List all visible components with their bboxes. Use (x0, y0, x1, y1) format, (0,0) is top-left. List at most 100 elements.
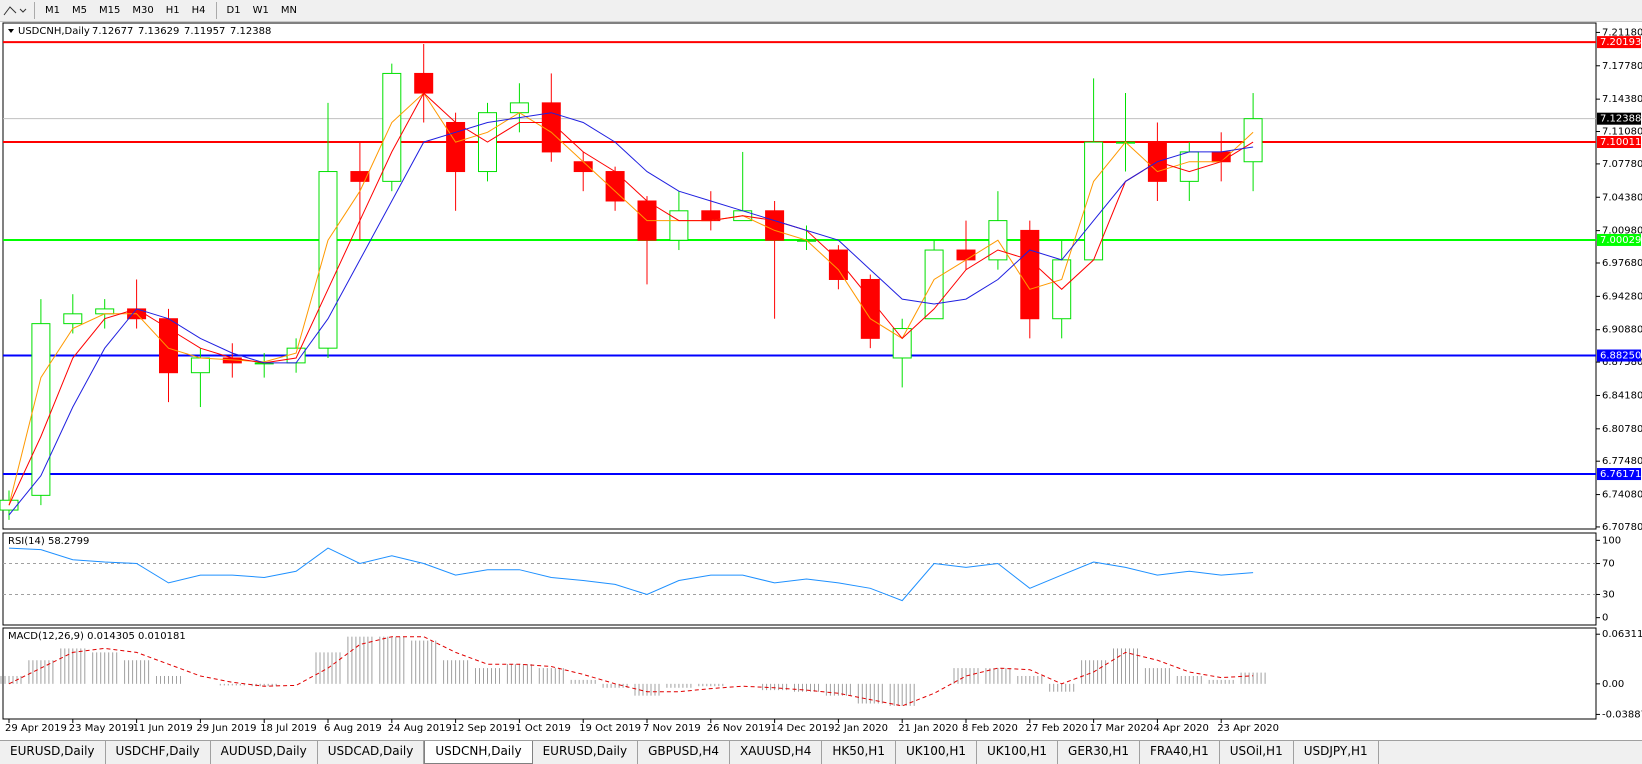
ohlc-value: 7.12388 (230, 26, 271, 37)
macd-bar (451, 660, 453, 684)
macd-bar (479, 668, 480, 684)
macd-bar (0, 675, 2, 684)
macd-bar (495, 668, 496, 684)
timeframe-button[interactable]: H4 (191, 5, 206, 16)
candle-body (95, 308, 115, 315)
macd-bar (1244, 672, 1246, 684)
last-price-label: 7.12388 (1600, 114, 1641, 125)
macd-bar (32, 660, 34, 684)
chart-title: USDCNH,Daily (18, 26, 90, 37)
macd-bar (953, 668, 955, 684)
macd-bar (455, 660, 457, 684)
chart-tab[interactable]: USDCHF,Daily (106, 741, 211, 764)
chart-tab[interactable]: UK100,H1 (977, 741, 1059, 764)
timeframe-button[interactable]: H1 (165, 5, 180, 16)
macd-bar (243, 683, 245, 686)
macd-bar (124, 660, 126, 684)
macd-bar (1001, 668, 1003, 684)
macd-bar (40, 660, 42, 684)
macd-bar (1160, 668, 1162, 684)
macd-bar (363, 636, 365, 684)
macd-bar (1065, 683, 1067, 692)
x-tick-label: 2 Jan 2020 (834, 723, 888, 734)
timeframe-button[interactable]: M30 (132, 5, 154, 16)
chart-tab[interactable]: EURUSD,Daily (533, 741, 639, 764)
level-label: 6.88250 (1600, 351, 1641, 362)
macd-bar (359, 636, 361, 684)
macd-bar (869, 683, 871, 704)
macd-bar (570, 679, 572, 684)
y-tick-label: 0.063113 (1602, 629, 1642, 640)
macd-bar (1069, 683, 1071, 692)
symbol-arrow (8, 29, 14, 33)
macd-bar (714, 683, 716, 687)
macd-bar (68, 648, 70, 684)
chart-tab[interactable]: FRA40,H1 (1140, 741, 1220, 764)
macd-bar (1148, 668, 1150, 684)
x-tick-label: 21 Jan 2020 (898, 723, 958, 734)
macd-bar (690, 683, 692, 688)
chart-tab[interactable]: HK50,H1 (822, 741, 896, 764)
x-tick-label: 7 Nov 2019 (643, 723, 701, 734)
macd-bar (219, 683, 221, 686)
chart-tab[interactable]: AUDUSD,Daily (211, 741, 318, 764)
macd-bar (1224, 679, 1226, 684)
y-tick-label: 7.21180 (1602, 27, 1642, 38)
macd-bar (1117, 648, 1118, 684)
chart-tab[interactable]: EURUSD,Daily (0, 741, 106, 764)
chart-tabs: EURUSD,Daily USDCHF,Daily AUDUSD,Daily USDC… (0, 740, 1642, 764)
macd-bar (538, 668, 540, 684)
timeframe-button[interactable]: D1 (226, 5, 241, 16)
y-tick-label: 7.17780 (1602, 61, 1642, 72)
x-tick-label: 6 Aug 2019 (324, 723, 382, 734)
macd-bar (670, 683, 672, 688)
x-tick-label: 29 Apr 2019 (5, 723, 67, 734)
chart-tab[interactable]: USOil,H1 (1220, 741, 1294, 764)
macd-bar (132, 660, 134, 684)
macd-bar (770, 683, 772, 691)
macd-bar (905, 683, 907, 706)
timeframe-button[interactable]: M1 (45, 5, 60, 16)
candle-body (159, 318, 178, 374)
macd-bar (411, 640, 413, 684)
timeframe-button[interactable]: M15 (99, 5, 121, 16)
macd-bar (794, 683, 795, 692)
chart-tab[interactable]: UK100,H1 (896, 741, 977, 764)
chart-tab[interactable]: GBPUSD,H4 (638, 741, 730, 764)
chart-tab[interactable]: USDCNH,Daily (424, 741, 533, 764)
y-tick-label: 6.97680 (1602, 258, 1642, 269)
macd-bar (259, 683, 261, 687)
macd-bar (762, 683, 764, 691)
timeframe-button[interactable]: MN (280, 5, 297, 16)
x-tick-label: 4 Apr 2020 (1153, 723, 1208, 734)
macd-bar (1176, 675, 1178, 684)
macd-bar (1192, 675, 1194, 684)
macd-bar (104, 652, 106, 684)
candle-body (573, 161, 593, 173)
timeframe-button[interactable]: W1 (252, 5, 269, 16)
x-tick-label: 18 Jul 2019 (260, 723, 317, 734)
macd-bar (674, 683, 676, 688)
rsi-line (8, 547, 1254, 602)
moving-average (8, 92, 1254, 506)
chart-tab[interactable]: GER30,H1 (1058, 741, 1140, 764)
macd-bar (578, 679, 580, 684)
macd-bar (606, 683, 608, 688)
macd-bar (491, 668, 492, 684)
macd-bar (650, 683, 652, 696)
chart-tab[interactable]: USDCAD,Daily (318, 741, 425, 764)
timeframe-button[interactable]: M5 (72, 5, 87, 16)
macd-bar (618, 683, 620, 688)
chart-tab[interactable]: XAUUSD,H4 (730, 741, 823, 764)
macd-bar (722, 683, 724, 687)
chart-tab[interactable]: USDJPY,H1 (1294, 741, 1379, 764)
macd-bar (108, 652, 110, 684)
macd-bar (251, 683, 253, 687)
macd-bar (837, 683, 839, 696)
macd-bar (774, 683, 776, 691)
level-label: 7.00029 (1600, 235, 1641, 246)
macd-bar (977, 668, 979, 684)
macd-bar (20, 675, 22, 684)
macd-bar (590, 679, 592, 684)
y-tick-label: 30 (1602, 589, 1615, 600)
